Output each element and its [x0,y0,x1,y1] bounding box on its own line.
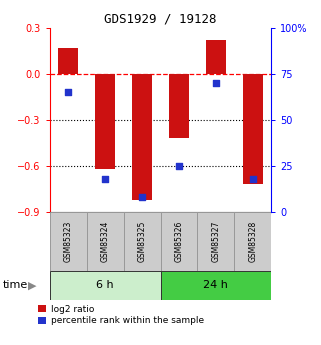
Bar [87,212,124,271]
Bar [243,74,263,185]
Bar [206,40,226,74]
Bar [234,212,271,271]
Legend: log2 ratio, percentile rank within the sample: log2 ratio, percentile rank within the s… [38,305,204,325]
Text: GSM85323: GSM85323 [64,221,73,262]
Text: ▶: ▶ [28,280,36,290]
Text: 24 h: 24 h [204,280,228,290]
Bar [169,74,189,138]
Bar [50,212,87,271]
Bar [95,74,115,169]
Text: time: time [3,280,29,290]
Text: GSM85325: GSM85325 [137,221,147,262]
Bar [160,212,197,271]
Text: GSM85327: GSM85327 [211,221,221,262]
Title: GDS1929 / 19128: GDS1929 / 19128 [104,12,217,25]
Point [140,195,145,200]
Text: 6 h: 6 h [96,280,114,290]
Bar [124,212,160,271]
Bar [50,271,160,300]
Point [213,80,218,86]
Bar [132,74,152,200]
Point [102,176,108,182]
Bar [58,48,78,74]
Text: GSM85324: GSM85324 [100,221,110,262]
Point [177,163,182,169]
Text: GSM85328: GSM85328 [248,221,257,262]
Text: GSM85326: GSM85326 [174,221,184,262]
Point [250,176,256,182]
Point [66,89,71,95]
Bar [197,212,234,271]
Bar [160,271,271,300]
